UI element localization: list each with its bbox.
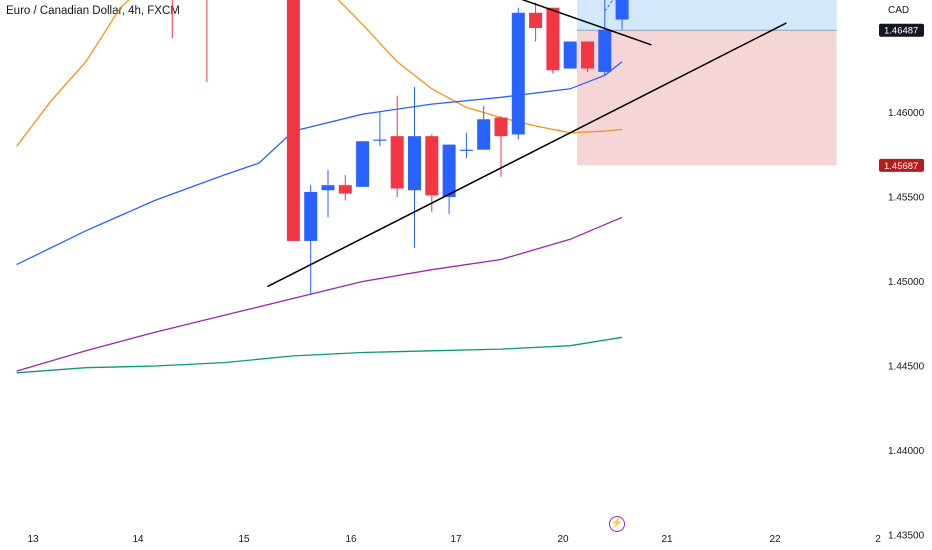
price-tick-label: 1.46000 xyxy=(888,108,925,119)
ma-line-1 xyxy=(16,0,623,147)
trendline-1 xyxy=(521,0,652,46)
price-tick-label: 1.45000 xyxy=(888,277,925,288)
candle-up xyxy=(615,0,629,20)
moving-averages xyxy=(16,0,623,374)
candle-up xyxy=(356,141,370,187)
candle-up xyxy=(511,12,525,135)
projection-line xyxy=(604,0,614,12)
candle-down xyxy=(529,12,543,28)
candle-up xyxy=(304,191,318,241)
candle-up xyxy=(598,29,612,72)
candle-down xyxy=(425,136,439,196)
flash-icon[interactable]: ⚡ xyxy=(609,516,625,532)
candle-up xyxy=(563,41,577,69)
time-tick-label: 16 xyxy=(345,534,357,545)
time-axis: 13 14 15 16 17 20 21 22 2 xyxy=(27,534,881,545)
trendline-2 xyxy=(267,22,787,288)
time-tick-label: 22 xyxy=(769,534,781,545)
candle-down xyxy=(390,136,404,189)
candle-down xyxy=(546,7,560,71)
ma-line-3 xyxy=(16,216,623,372)
stop-price-tag-bg xyxy=(879,158,924,172)
candle-down xyxy=(338,185,352,194)
chart-title: Euro / Canadian Dollar, 4h, FXCM xyxy=(6,5,180,17)
candle-up xyxy=(373,139,387,141)
stop-price-tag: 1.45687 xyxy=(884,161,918,172)
currency-label: CAD xyxy=(888,5,909,16)
price-axis: CAD1.490001.485001.480001.475001.470001.… xyxy=(888,5,925,542)
entry-price-tag-bg xyxy=(879,23,924,37)
time-tick-label: 17 xyxy=(450,534,462,545)
candle-down xyxy=(494,117,508,137)
candle-up xyxy=(408,136,421,191)
position-zones xyxy=(577,0,837,166)
price-tick-label: 1.44500 xyxy=(888,362,925,373)
time-tick-label: 14 xyxy=(132,534,144,545)
time-tick-label: 13 xyxy=(27,534,39,545)
candle-up xyxy=(442,144,456,197)
time-tick-label: 15 xyxy=(238,534,250,545)
candle-down xyxy=(286,0,300,241)
price-tick-label: 1.45500 xyxy=(888,193,925,204)
time-tick-label: 2 xyxy=(875,534,881,545)
candles xyxy=(171,0,629,296)
time-tick-label: 20 xyxy=(557,534,569,545)
time-tick-label: 21 xyxy=(661,534,673,545)
price-tick-label: 1.43500 xyxy=(888,531,925,542)
trendlines xyxy=(267,0,787,288)
candle-up xyxy=(477,119,491,150)
candle-up xyxy=(321,185,335,191)
candle-up xyxy=(459,149,473,151)
loss-zone xyxy=(577,30,837,166)
price-tick-label: 1.44000 xyxy=(888,446,925,457)
ma-line-2 xyxy=(16,61,623,266)
entry-price-tag: 1.46487 xyxy=(884,26,918,37)
candle-down xyxy=(581,41,594,69)
ma-line-4 xyxy=(16,336,623,374)
